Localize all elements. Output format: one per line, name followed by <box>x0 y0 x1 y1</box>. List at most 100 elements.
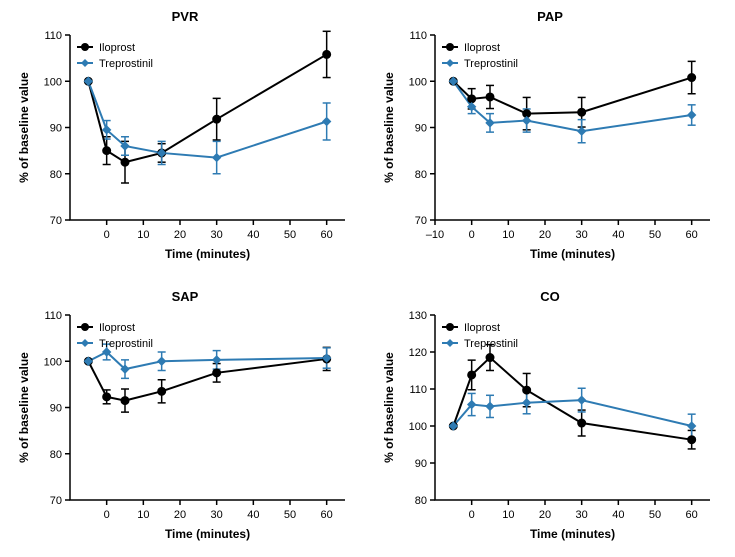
data-point <box>323 50 331 58</box>
data-point <box>213 115 221 123</box>
y-tick-label: 110 <box>44 30 62 42</box>
y-tick-label: 90 <box>50 123 62 135</box>
x-tick-label: 30 <box>576 509 588 521</box>
data-point <box>486 354 494 362</box>
data-point <box>578 108 586 116</box>
chart-panel-co: CO 80 90 100 110 120 130 0 10 20 30 40 50 60 % of base… <box>375 285 725 550</box>
chart-panel-pap: PAP708090100110–100102030405060% of base… <box>375 5 725 270</box>
y-tick-label: 90 <box>415 123 427 135</box>
x-tick-label: 40 <box>612 509 624 521</box>
chart-panel-sap: SAP7080901001100102030405060% of baselin… <box>10 285 360 550</box>
data-point <box>323 117 331 125</box>
x-axis-label: Time (minutes) <box>530 527 615 541</box>
x-tick-label: 20 <box>539 509 551 521</box>
data-point <box>103 147 111 155</box>
data-point <box>121 397 129 405</box>
legend-label: Iloprost <box>99 42 135 54</box>
data-point <box>688 111 696 119</box>
data-point <box>523 117 531 125</box>
y-tick-label: 90 <box>415 458 427 470</box>
x-tick-label: 40 <box>612 229 624 241</box>
data-point <box>213 154 221 162</box>
data-point <box>578 419 586 427</box>
y-tick-label: 80 <box>50 169 62 181</box>
x-tick-label: 50 <box>649 509 661 521</box>
data-point <box>578 396 586 404</box>
chart-svg: CO 80 90 100 110 120 130 0 10 20 30 40 50 60 % of base… <box>375 285 725 550</box>
y-tick-label: 70 <box>50 495 62 507</box>
x-tick-label: 30 <box>211 229 223 241</box>
chart-svg: PVR 70 80 90 100 110 0 10 20 30 40 50 60 % of baselin… <box>10 5 360 270</box>
data-point <box>213 369 221 377</box>
y-tick-label: 80 <box>50 449 62 461</box>
data-point <box>468 95 476 103</box>
data-point <box>468 371 476 379</box>
data-point <box>523 386 531 394</box>
x-tick-label: 40 <box>247 509 259 521</box>
x-tick-label: 20 <box>174 509 186 521</box>
panel-title: CO <box>540 289 560 304</box>
legend-label: Treprostinil <box>99 58 153 70</box>
y-tick-label: 80 <box>415 495 427 507</box>
x-tick-label: 20 <box>174 229 186 241</box>
y-tick-label: 90 <box>50 403 62 415</box>
y-tick-label: 100 <box>409 421 427 433</box>
y-axis-label: % of baseline value <box>17 352 31 463</box>
x-axis-label: Time (minutes) <box>530 247 615 261</box>
y-tick-label: 100 <box>409 76 427 88</box>
y-axis-label: % of baseline value <box>382 352 396 463</box>
x-tick-label: 0 <box>104 509 110 521</box>
panel-title: PAP <box>537 9 563 24</box>
legend-label: Iloprost <box>99 322 135 334</box>
data-point <box>688 422 696 430</box>
y-tick-label: 130 <box>409 310 427 322</box>
data-point <box>158 357 166 365</box>
x-tick-label: 50 <box>284 229 296 241</box>
x-axis-label: Time (minutes) <box>165 527 250 541</box>
legend-label: Iloprost <box>464 322 500 334</box>
chart-svg: SAP7080901001100102030405060% of baselin… <box>10 285 360 550</box>
y-tick-label: 110 <box>409 30 427 42</box>
data-point <box>578 127 586 135</box>
x-tick-label: 30 <box>576 229 588 241</box>
y-tick-label: 110 <box>409 384 427 396</box>
y-tick-label: 100 <box>44 76 62 88</box>
chart-panel-pvr: PVR 70 80 90 100 110 0 10 20 30 40 50 60 % of baselin… <box>10 5 360 270</box>
x-tick-label: 10 <box>137 229 149 241</box>
data-point <box>103 393 111 401</box>
y-tick-label: 70 <box>415 215 427 227</box>
x-tick-label: 60 <box>686 229 698 241</box>
series-line-iloprost <box>88 359 326 401</box>
y-axis-label: % of baseline value <box>382 72 396 183</box>
x-tick-label: 0 <box>104 229 110 241</box>
data-point <box>688 436 696 444</box>
legend-label: Treprostinil <box>99 338 153 350</box>
x-tick-label: 60 <box>321 509 333 521</box>
legend-label: Treprostinil <box>464 58 518 70</box>
x-tick-label: 50 <box>284 509 296 521</box>
x-tick-label: 10 <box>502 509 514 521</box>
x-tick-label: 60 <box>321 229 333 241</box>
panel-title: PVR <box>172 9 199 24</box>
x-tick-label: 20 <box>539 229 551 241</box>
x-axis-label: Time (minutes) <box>165 247 250 261</box>
panel-title: SAP <box>172 289 199 304</box>
x-tick-label: 40 <box>247 229 259 241</box>
data-point <box>121 158 129 166</box>
y-tick-label: 80 <box>415 169 427 181</box>
y-tick-label: 70 <box>50 215 62 227</box>
x-tick-label: 60 <box>686 509 698 521</box>
y-tick-label: 120 <box>409 347 427 359</box>
x-tick-label: 10 <box>502 229 514 241</box>
y-axis-label: % of baseline value <box>17 72 31 183</box>
x-tick-label: 0 <box>469 509 475 521</box>
x-tick-label: 50 <box>649 229 661 241</box>
data-point <box>213 356 221 364</box>
legend-label: Treprostinil <box>464 338 518 350</box>
y-tick-label: 100 <box>44 356 62 368</box>
chart-svg: PAP708090100110–100102030405060% of base… <box>375 5 725 270</box>
x-tick-label: 30 <box>211 509 223 521</box>
x-tick-label: –10 <box>426 229 444 241</box>
legend-label: Iloprost <box>464 42 500 54</box>
data-point <box>158 387 166 395</box>
